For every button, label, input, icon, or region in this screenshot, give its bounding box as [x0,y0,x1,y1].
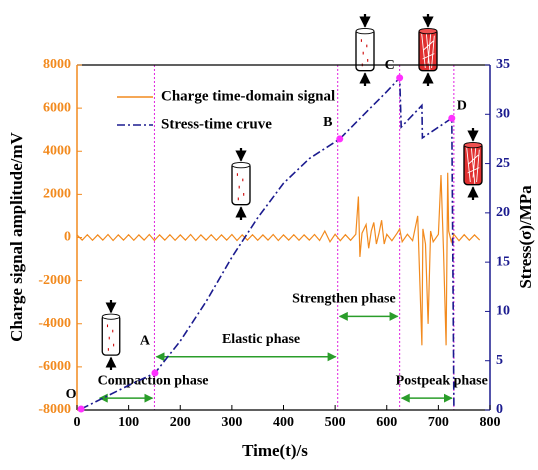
x-tick-label: 400 [273,415,294,430]
x-tick-label: 300 [221,415,242,430]
y2-tick-label: 0 [496,402,503,417]
series-line [76,172,481,346]
y2-tick-label: 25 [496,156,510,171]
key-point [77,405,85,413]
key-point-label: O [66,387,77,402]
phase-label: Elastic phase [222,332,300,347]
y-tick-label: 4000 [43,143,71,158]
legend-label: Charge time-domain signal [161,88,335,104]
y-tick-label: 6000 [43,100,71,115]
x-tick-label: 100 [118,415,139,430]
y-axis-title: Charge signal amplitude/mV [7,131,26,341]
x-axis-title: Time(t)/s [242,441,308,460]
phase-label: Postpeak phase [396,373,488,388]
y-tick-label: -2000 [38,273,71,288]
y-tick-label: -4000 [38,316,71,331]
key-point-label: C [385,58,395,73]
key-point [336,135,344,143]
y2-tick-label: 35 [496,57,510,72]
y2-axis-title: Stress(σ)/MPa [516,185,535,289]
key-point [151,369,159,377]
key-point-label: A [140,333,151,348]
y2-tick-label: 5 [496,353,503,368]
specimen-icons [102,14,482,370]
key-point [396,74,404,82]
y-tick-label: -8000 [38,402,71,417]
y2-tick-label: 20 [496,205,510,220]
x-tick-label: 600 [376,415,397,430]
y2-tick-label: 30 [496,107,510,122]
y2-tick-label: 15 [496,254,510,269]
x-tick-label: 200 [170,415,191,430]
x-tick-label: 0 [74,415,81,430]
y-tick-label: 0 [64,230,71,245]
key-point-label: D [457,98,467,113]
phase-label: Strengthen phase [292,292,396,307]
x-tick-label: 500 [325,415,346,430]
key-point [448,114,456,122]
y-tick-label: -6000 [38,359,71,374]
y-tick-label: 8000 [43,57,71,72]
y2-tick-label: 10 [496,304,510,319]
y-tick-label: 2000 [43,187,71,202]
x-tick-label: 800 [480,415,501,430]
phase-label: Compaction phase [98,373,209,388]
legend-label: Stress-time cruve [161,116,272,132]
key-point-label: B [323,115,332,130]
x-tick-label: 700 [428,415,449,430]
